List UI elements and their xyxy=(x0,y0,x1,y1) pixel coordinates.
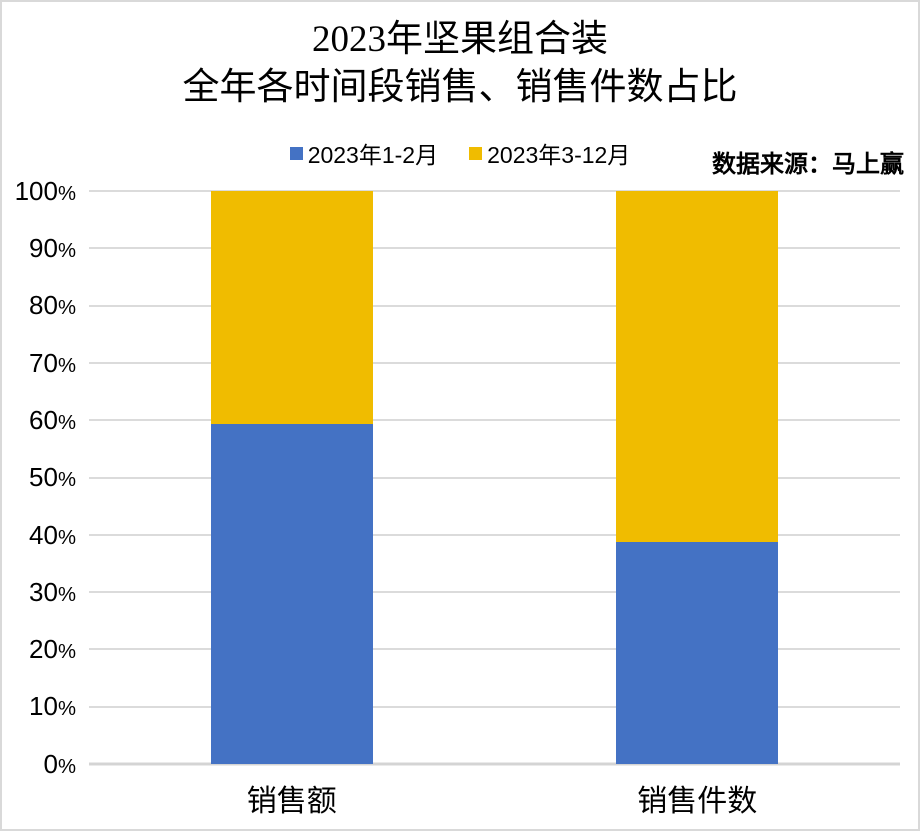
y-tick-label: 20% xyxy=(29,634,76,665)
gridline xyxy=(89,591,900,594)
plot-area xyxy=(89,190,900,766)
y-tick-label: 60% xyxy=(29,405,76,436)
y-axis-tick-labels: 0% 10% 20% 30% 40% 50% 60% 70% 80% 90% 100% xyxy=(2,178,76,777)
x-category-label: 销售件数 xyxy=(637,785,758,818)
chart-title-line2: 全年各时间段销售、销售件数占比 xyxy=(182,67,738,108)
legend-swatch-blue-icon xyxy=(289,146,303,160)
gridline xyxy=(89,419,900,422)
gridline xyxy=(89,648,900,651)
bar-segment xyxy=(616,542,779,764)
bar-segment xyxy=(616,191,779,543)
bar-segment xyxy=(210,423,373,764)
y-tick-label: 10% xyxy=(29,691,76,722)
legend-swatch-gold-icon xyxy=(469,146,483,160)
legend-label: 2023年1-2月 xyxy=(307,142,439,168)
y-tick-label: 50% xyxy=(29,462,76,493)
bar-stack-2 xyxy=(616,191,779,764)
chart-title: 2023年坚果组合装 全年各时间段销售、销售件数占比 xyxy=(2,16,918,112)
x-axis-line xyxy=(89,762,900,766)
y-tick-label: 40% xyxy=(29,519,76,550)
gridline xyxy=(89,247,900,250)
y-tick-label: 0% xyxy=(43,748,77,779)
legend-item-mar-dec: 2023年3-12月 xyxy=(469,136,630,170)
y-tick-label: 30% xyxy=(29,576,76,607)
data-source-note: 数据来源：马上赢 xyxy=(712,152,904,178)
gridline xyxy=(89,476,900,479)
x-category-label: 销售额 xyxy=(246,785,337,818)
y-tick-label: 100% xyxy=(14,175,76,206)
y-tick-label: 80% xyxy=(29,290,76,321)
gridline xyxy=(89,190,900,192)
y-tick-label: 90% xyxy=(29,233,76,264)
gridline xyxy=(89,705,900,708)
gridline xyxy=(89,533,900,536)
legend-item-jan-feb: 2023年1-2月 xyxy=(289,136,439,170)
bar-stack-1 xyxy=(210,191,373,764)
x-axis-category-labels: 销售额 销售件数 xyxy=(89,776,900,820)
bar-segment xyxy=(210,191,373,424)
gridline xyxy=(89,304,900,307)
legend-label: 2023年3-12月 xyxy=(487,142,631,168)
y-tick-label: 70% xyxy=(29,347,76,378)
gridline xyxy=(89,361,900,364)
chart-legend: 2023年1-2月 2023年3-12月 xyxy=(2,136,918,170)
chart-title-line1: 2023年坚果组合装 xyxy=(312,19,608,60)
